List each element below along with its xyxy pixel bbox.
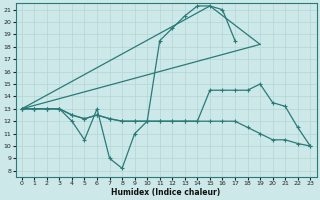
X-axis label: Humidex (Indice chaleur): Humidex (Indice chaleur) xyxy=(111,188,221,197)
